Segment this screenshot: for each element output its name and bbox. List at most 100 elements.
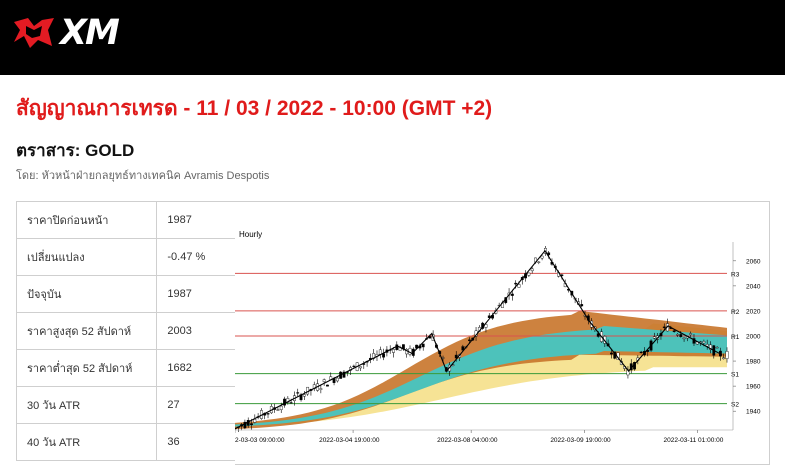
candle-body [725, 351, 729, 359]
level-lines: R3 R2 R1 S1 S2 [235, 271, 740, 409]
candle-body [580, 304, 584, 307]
candle-body [306, 386, 310, 395]
table-row: ราคาต่ำสุด 52 สัปดาห์ 1682 [15, 349, 236, 387]
zigzag-line [234, 249, 723, 430]
candle-body [702, 341, 706, 344]
x-tick-label: 2022-03-11 01:00:00 [663, 437, 723, 444]
candle-body [342, 371, 346, 378]
candle-body [326, 384, 329, 387]
y-tick-label: 1940 [746, 409, 761, 416]
candle-body [319, 388, 323, 390]
candle-body [296, 392, 300, 394]
candle-body [243, 421, 247, 429]
stat-value: 2003 [156, 312, 236, 350]
table-row: 40 วัน ATR 36 [15, 423, 236, 461]
level-label-r2: R2 [731, 309, 740, 316]
x-tick-label: 2022-03-09 19:00:00 [550, 437, 611, 444]
candle-body [322, 379, 326, 382]
candle-body [302, 394, 306, 397]
level-label-s2: S2 [731, 402, 739, 409]
stat-label: ปัจจุบัน [15, 275, 158, 313]
candle-body [279, 405, 283, 410]
y-tick-label: 2060 [746, 258, 761, 265]
candle-body [676, 334, 679, 336]
level-label-r3: R3 [731, 271, 740, 278]
stat-label: 30 วัน ATR [15, 386, 158, 424]
candle-body [722, 357, 726, 360]
candle-body [484, 324, 488, 328]
candle-body [596, 333, 600, 337]
table-row: 30 วัน ATR 27 [15, 386, 236, 424]
candle-body [652, 336, 656, 339]
candle-body [639, 351, 643, 354]
candle-body [352, 365, 356, 368]
candle-body [421, 343, 425, 348]
y-tick-label: 2020 [746, 308, 761, 315]
instrument-label: ตราสาร: GOLD [16, 141, 135, 160]
candle-body [662, 326, 666, 328]
candle-body [517, 284, 521, 288]
candle-body [468, 339, 471, 341]
candle-body [527, 272, 531, 276]
table-row: ปัจจุบัน 1987 [15, 275, 236, 313]
candle-body [266, 413, 270, 415]
candle-body [705, 344, 709, 347]
table-row: ราคาปิดก่อนหน้า 1987 [15, 201, 236, 239]
candle-body [359, 366, 362, 369]
table-row: ราคาสูงสุด 52 สัปดาห์ 2003 [15, 312, 236, 350]
stat-value: 27 [156, 386, 236, 424]
bull-logo-icon [14, 18, 54, 48]
zigzag-polyline [234, 249, 723, 430]
stat-label: ราคาปิดก่อนหน้า [15, 201, 158, 239]
candle-body [286, 398, 290, 403]
candle-body [283, 398, 286, 406]
level-label-s1: S1 [731, 372, 739, 379]
stat-value: 1682 [156, 349, 236, 387]
stat-label: 40 วัน ATR [15, 423, 158, 461]
candle-body [540, 255, 544, 259]
candle-body [689, 333, 693, 335]
stat-value: 1987 [156, 201, 236, 239]
page-title: สัญญาณการเทรด - 11 / 03 / 2022 - 10:00 (… [16, 97, 493, 120]
x-tick-label: 2-03-03 09:00:00 [235, 437, 285, 444]
candle-body [709, 344, 712, 350]
candle-body [679, 334, 683, 337]
candle-body [250, 423, 253, 426]
stat-value: 36 [156, 423, 236, 461]
x-tick-label: 2022-03-04 19:00:00 [319, 437, 380, 444]
y-tick-label: 1960 [746, 384, 761, 391]
candle-body [382, 353, 385, 358]
candle-body [514, 282, 518, 285]
candle-body [441, 357, 445, 359]
stat-value: 1987 [156, 275, 236, 313]
author-line: โดย: หัวหน้าฝ่ายกลยุทธ์ทางเทคนิค Avramis… [16, 170, 270, 182]
candle-body [672, 330, 676, 332]
stat-label: ราคาต่ำสุด 52 สัปดาห์ [15, 349, 158, 387]
candle-body [276, 409, 280, 411]
candle-body [715, 347, 719, 349]
stat-value: -0.47 % [156, 238, 236, 276]
candle-body [335, 377, 339, 382]
candle-body [510, 293, 514, 296]
level-label-r1: R1 [731, 334, 740, 341]
stat-label: ราคาสูงสุด 52 สัปดาห์ [15, 312, 158, 350]
site-header: XM [0, 0, 785, 75]
y-tick-label: 2040 [746, 283, 761, 290]
candle-body [461, 346, 465, 351]
candle-body [530, 268, 534, 272]
candle-body [682, 337, 686, 340]
candle-body [289, 402, 293, 404]
candle-body [610, 352, 613, 355]
candle-body [537, 261, 541, 263]
chart-svg: Hourly R3 R2 R1 S1 S2 1940 1960 1980 2000 2020 20… [233, 230, 761, 444]
y-axis-ticks: 1940 1960 1980 2000 2020 2040 2060 [733, 258, 761, 416]
chart-title: Hourly [239, 230, 262, 239]
table-row: เปลี่ยนแปลง -0.47 % [15, 238, 236, 276]
candle-body [454, 354, 458, 359]
stat-label: เปลี่ยนแปลง [15, 238, 158, 276]
candle-body [253, 419, 257, 423]
candle-body [392, 349, 395, 353]
x-tick-label: 2022-03-08 04:00:00 [437, 437, 498, 444]
candle-body [378, 349, 382, 355]
stats-table: ราคาปิดก่อนหน้า 1987 เปลี่ยนแปลง -0.47 % ป… [15, 201, 236, 461]
